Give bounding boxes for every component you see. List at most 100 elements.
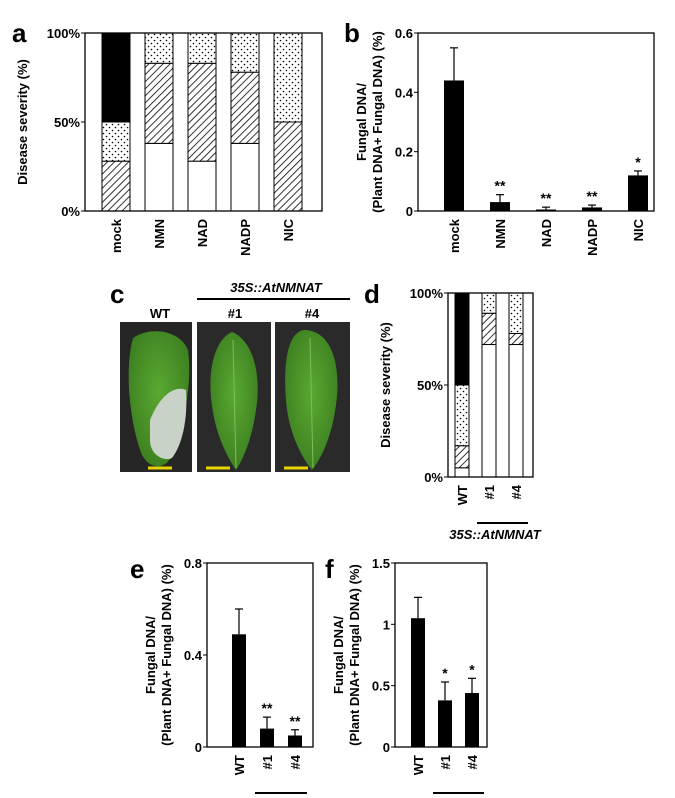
stacked-segment-a xyxy=(230,32,260,73)
y-tick-label-b: 0.6 xyxy=(395,26,413,41)
y-tick-label-d: 0% xyxy=(424,470,443,485)
significance-mark-f: * xyxy=(442,665,448,681)
significance-mark-b: ** xyxy=(495,178,506,194)
panel-label-f: f xyxy=(325,554,334,584)
stacked-segment-d xyxy=(454,445,470,469)
panel-label-c: c xyxy=(110,279,124,309)
stacked-segment-a xyxy=(101,32,131,123)
wt-leaf-lesion xyxy=(150,388,187,460)
photo-label-line1: #1 xyxy=(228,306,242,321)
panel-label-d: d xyxy=(364,279,380,309)
y-axis-label-b: (Plant DNA+ Fungal DNA) (%) xyxy=(370,31,385,213)
stacked-segment-a xyxy=(101,121,131,162)
bar-f xyxy=(438,700,452,747)
group-label-d: 35S::AtNMNAT xyxy=(449,527,542,542)
photo-label-line4: #4 xyxy=(305,306,320,321)
stacked-segment-a xyxy=(273,121,303,212)
bar-b xyxy=(444,80,464,211)
x-tick-label-b: mock xyxy=(447,218,462,253)
stacked-segment-d xyxy=(481,312,497,346)
stacked-segment-d xyxy=(454,292,470,386)
y-tick-label-e: 0 xyxy=(195,740,202,755)
stacked-segment-a xyxy=(230,71,260,144)
stacked-segment-d xyxy=(508,332,524,346)
x-tick-label-a: NADP xyxy=(238,219,253,256)
panel-label-a: a xyxy=(12,18,27,48)
significance-mark-e: ** xyxy=(290,713,301,729)
stacked-segment-a xyxy=(230,142,260,212)
y-tick-label-a: 100% xyxy=(47,26,81,41)
x-tick-label-b: NMN xyxy=(493,219,508,249)
y-axis-label-e: Fungal DNA/ xyxy=(143,616,158,694)
bar-b xyxy=(582,207,602,211)
y-tick-label-b: 0 xyxy=(406,204,413,219)
y-tick-label-b: 0.2 xyxy=(395,145,413,160)
stacked-segment-d xyxy=(454,384,470,447)
y-tick-label-b: 0.4 xyxy=(395,85,414,100)
y-axis-label-e: (Plant DNA+ Fungal DNA) (%) xyxy=(159,564,174,746)
y-tick-label-f: 0.5 xyxy=(372,679,390,694)
x-tick-label-e: #1 xyxy=(260,755,275,769)
y-tick-label-f: 1 xyxy=(383,617,390,632)
significance-mark-b: ** xyxy=(541,190,552,206)
x-tick-label-d: WT xyxy=(455,485,470,505)
stacked-segment-a xyxy=(144,32,174,64)
plot-frame-b xyxy=(417,32,655,212)
y-tick-label-f: 0 xyxy=(383,740,390,755)
significance-mark-b: * xyxy=(635,154,641,170)
significance-mark-b: ** xyxy=(587,188,598,204)
x-tick-label-a: mock xyxy=(109,218,124,253)
line4-leaf-midrib xyxy=(309,337,314,469)
y-axis-label-a: Disease severity (%) xyxy=(15,59,30,185)
significance-mark-e: ** xyxy=(262,700,273,716)
bar-b xyxy=(490,202,510,211)
plot-frame-f xyxy=(394,562,488,748)
bar-b xyxy=(628,175,648,211)
x-tick-label-e: #4 xyxy=(288,754,303,769)
x-tick-label-b: NAD xyxy=(539,219,554,247)
stacked-segment-a xyxy=(144,142,174,212)
photo-label-wt: WT xyxy=(150,306,170,321)
x-tick-label-a: NMN xyxy=(152,219,167,249)
bar-b xyxy=(536,209,556,212)
y-axis-label-d: Disease severity (%) xyxy=(378,322,393,448)
bar-e xyxy=(260,728,274,747)
stacked-segment-a xyxy=(273,32,303,123)
x-tick-label-b: NADP xyxy=(585,219,600,256)
y-tick-label-f: 1.5 xyxy=(372,556,390,571)
x-tick-label-e: WT xyxy=(232,755,247,775)
x-tick-label-d: #4 xyxy=(509,484,524,499)
bar-f xyxy=(465,693,479,747)
bar-f xyxy=(411,618,425,747)
y-tick-label-d: 100% xyxy=(410,286,444,301)
stacked-segment-a xyxy=(187,62,217,162)
panel-label-b: b xyxy=(344,18,360,48)
stacked-segment-a xyxy=(101,160,131,212)
stacked-segment-d xyxy=(454,467,470,478)
x-tick-label-d: #1 xyxy=(482,485,497,499)
line1-leaf-midrib xyxy=(232,339,237,469)
y-tick-label-a: 50% xyxy=(54,115,80,130)
y-axis-label-f: (Plant DNA+ Fungal DNA) (%) xyxy=(347,564,362,746)
x-tick-label-a: NIC xyxy=(281,218,296,241)
y-axis-label-f: Fungal DNA/ xyxy=(331,616,346,694)
photo-genotype-label: 35S::AtNMNAT xyxy=(230,280,323,295)
y-tick-label-a: 0% xyxy=(61,204,80,219)
stacked-segment-d xyxy=(481,344,497,478)
y-axis-label-b: Fungal DNA/ xyxy=(354,83,369,161)
y-tick-label-e: 0.8 xyxy=(184,556,202,571)
y-tick-label-e: 0.4 xyxy=(184,648,203,663)
significance-mark-f: * xyxy=(469,661,475,677)
stacked-segment-a xyxy=(144,62,174,144)
leaf-photo-panel: 35S::AtNMNAT WT #1 #4 xyxy=(120,280,350,472)
stacked-segment-a xyxy=(187,32,217,64)
x-tick-label-f: WT xyxy=(411,755,426,775)
x-tick-label-b: NIC xyxy=(631,218,646,241)
x-tick-label-a: NAD xyxy=(195,219,210,247)
stacked-segment-d xyxy=(508,292,524,334)
x-tick-label-f: #1 xyxy=(438,755,453,769)
x-tick-label-f: #4 xyxy=(465,754,480,769)
bar-e xyxy=(232,634,246,747)
